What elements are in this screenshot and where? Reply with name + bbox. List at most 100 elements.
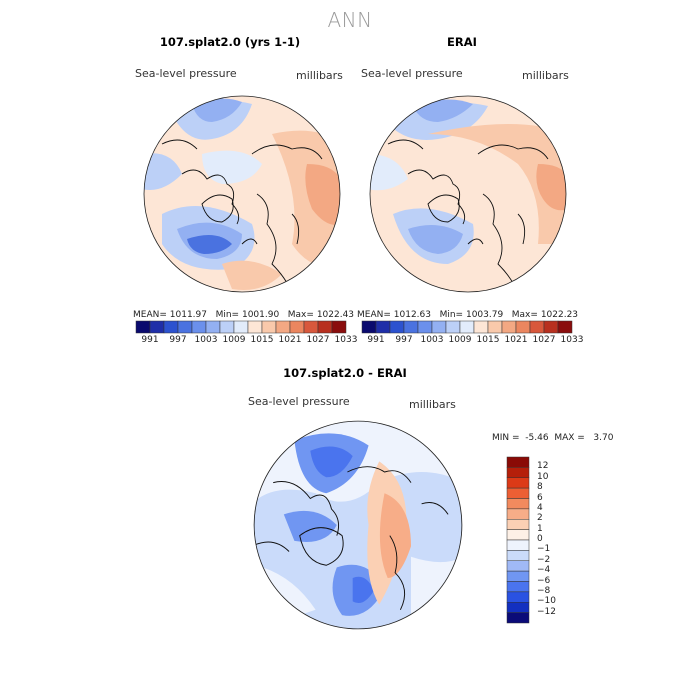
colorbar-swatch [506, 456, 530, 468]
colorbar-tick-label: 1033 [560, 335, 584, 345]
colorbar-swatch [506, 487, 530, 499]
colorbar-tick-label: −8 [537, 585, 551, 596]
colorbar-tick-label: 12 [537, 461, 549, 472]
colorbar-tick-label: 6 [537, 492, 543, 503]
panel-2-mean-label: MEAN= [357, 310, 391, 320]
colorbar-swatch [219, 320, 235, 334]
panel-2-mean-value: 1012.63 [393, 310, 431, 320]
colorbar-tick-label: −12 [537, 606, 556, 617]
panel-2-min-label: Min= [439, 310, 464, 320]
panel-2-map [369, 95, 567, 293]
colorbar-tick-label: 2 [537, 513, 543, 524]
colorbar-tick-label: 1009 [222, 335, 246, 345]
colorbar-tick-label: 997 [395, 335, 413, 345]
panel-3-title: 107.splat2.0 - ERAI [283, 366, 407, 380]
main-title: ANN [327, 8, 373, 32]
colorbar-swatch [361, 320, 377, 334]
panel-2-colorbar [361, 320, 573, 334]
colorbar-tick-label: 1027 [306, 335, 330, 345]
colorbar-swatch [487, 320, 503, 334]
panel-1-max-label: Max= [287, 310, 314, 320]
colorbar-swatch [506, 508, 530, 520]
colorbar-tick-label: 1 [537, 523, 543, 534]
panel-3-colorbar [506, 456, 530, 624]
colorbar-swatch [459, 320, 475, 334]
colorbar-tick-label: 1015 [250, 335, 274, 345]
colorbar-swatch [557, 320, 573, 334]
colorbar-tick-label: 1003 [420, 335, 444, 345]
colorbar-swatch [233, 320, 249, 334]
colorbar-tick-label: 991 [141, 335, 159, 345]
colorbar-swatch [506, 581, 530, 593]
colorbar-swatch [506, 519, 530, 530]
panel-1-min-value: 1001.90 [241, 310, 280, 320]
colorbar-swatch [403, 320, 419, 334]
colorbar-swatch [501, 320, 517, 334]
panel-2-max-value: 1022.23 [540, 310, 579, 320]
colorbar-swatch [261, 320, 277, 334]
colorbar-tick-label: 997 [169, 335, 187, 345]
colorbar-tick-label: −1 [537, 544, 551, 555]
colorbar-swatch [506, 529, 530, 541]
colorbar-swatch [506, 550, 530, 561]
colorbar-swatch [331, 320, 347, 334]
colorbar-tick-label: 1033 [334, 335, 358, 345]
colorbar-swatch [205, 320, 221, 334]
colorbar-tick-label: 1027 [532, 335, 556, 345]
panel-3-units-label: millibars [409, 398, 456, 411]
panel-3-max-value: 3.70 [593, 433, 614, 443]
colorbar-swatch [431, 320, 447, 334]
panel-1-map [143, 95, 341, 293]
colorbar-swatch [375, 320, 391, 334]
colorbar-tick-label: 1021 [504, 335, 528, 345]
colorbar-tick-label: 991 [367, 335, 385, 345]
colorbar-tick-label: 8 [537, 482, 543, 493]
colorbar-swatch [163, 320, 179, 334]
colorbar-swatch [191, 320, 207, 334]
colorbar-swatch [529, 320, 545, 334]
panel-1-max-value: 1022.43 [316, 310, 355, 320]
colorbar-swatch [303, 320, 319, 334]
panel-2-max-label: Max= [511, 310, 538, 320]
panel-1-title: 107.splat2.0 (yrs 1-1) [159, 35, 301, 49]
colorbar-swatch [506, 467, 530, 478]
panel-3-min-value: -5.46 [525, 433, 549, 443]
colorbar-tick-label: −2 [537, 554, 551, 565]
colorbar-swatch [506, 498, 530, 510]
colorbar-swatch [506, 560, 530, 572]
panel-2-units-label: millibars [522, 69, 569, 82]
panel-1-mean-label: MEAN= [133, 310, 167, 320]
colorbar-swatch [247, 320, 263, 334]
panel-2-min-value: 1003.79 [465, 310, 504, 320]
colorbar-swatch [289, 320, 305, 334]
colorbar-tick-label: 4 [537, 502, 543, 513]
colorbar-swatch [177, 320, 193, 334]
panel-1-stats: MEAN= 1011.97 Min= 1001.90 Max= 1022.43 [133, 310, 354, 320]
panel-3-min-label: MIN = [492, 433, 520, 443]
panel-2-title: ERAI [447, 35, 477, 49]
panel-1-min-label: Min= [215, 310, 240, 320]
colorbar-swatch [506, 602, 530, 613]
colorbar-swatch [317, 320, 333, 334]
panel-2-stats: MEAN= 1012.63 Min= 1003.79 Max= 1022.23 [357, 310, 578, 320]
colorbar-swatch [473, 320, 489, 334]
panel-1-colorbar [135, 320, 347, 334]
colorbar-tick-label: −6 [537, 575, 551, 586]
colorbar-swatch [506, 612, 530, 624]
panel-1-field-label: Sea-level pressure [135, 67, 237, 80]
colorbar-swatch [445, 320, 461, 334]
colorbar-swatch [506, 539, 530, 551]
colorbar-swatch [417, 320, 433, 334]
panel-3-stats: MIN = -5.46 MAX = 3.70 [492, 433, 613, 443]
colorbar-tick-label: 1009 [448, 335, 472, 345]
panel-2-field-label: Sea-level pressure [361, 67, 463, 80]
colorbar-swatch [515, 320, 531, 334]
colorbar-swatch [506, 591, 530, 603]
colorbar-swatch [149, 320, 165, 334]
panel-3-map [253, 420, 463, 630]
colorbar-swatch [543, 320, 559, 334]
colorbar-swatch [389, 320, 405, 334]
panel-1-units-label: millibars [296, 69, 343, 82]
colorbar-swatch [506, 570, 530, 582]
colorbar-tick-label: 1021 [278, 335, 302, 345]
